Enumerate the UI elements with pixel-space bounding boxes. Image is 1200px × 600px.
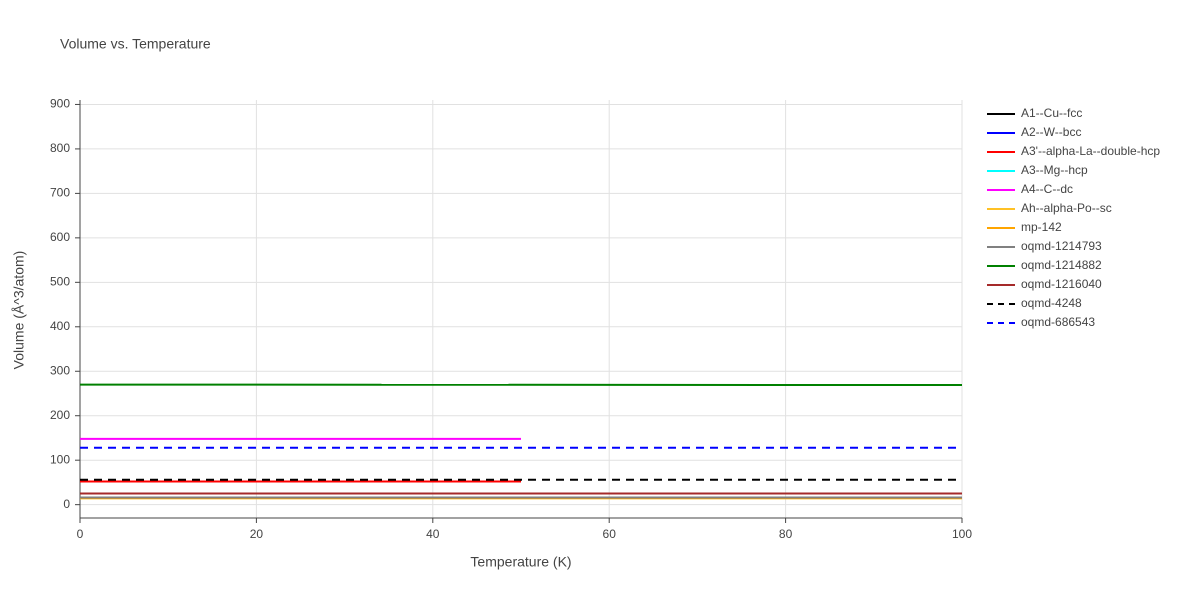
y-tick-label: 200 <box>50 408 70 422</box>
x-tick-label: 80 <box>779 527 793 541</box>
y-axis-title: Volume (Å^3/atom) <box>11 251 27 370</box>
y-tick-label: 300 <box>50 363 70 377</box>
x-axis-title: Temperature (K) <box>470 554 571 570</box>
legend-label: A3--Mg--hcp <box>1021 163 1088 177</box>
legend-label: oqmd-1214882 <box>1021 258 1102 272</box>
legend-label: A2--W--bcc <box>1021 125 1081 139</box>
y-tick-label: 700 <box>50 186 70 200</box>
legend-label: oqmd-686543 <box>1021 315 1095 329</box>
y-tick-label: 900 <box>50 97 70 111</box>
legend-label: A3'--alpha-La--double-hcp <box>1021 144 1160 158</box>
x-tick-label: 0 <box>77 527 84 541</box>
legend-label: A4--C--dc <box>1021 182 1073 196</box>
y-tick-label: 500 <box>50 274 70 288</box>
legend-label: mp-142 <box>1021 220 1062 234</box>
chart-title: Volume vs. Temperature <box>60 36 211 52</box>
x-tick-label: 60 <box>603 527 617 541</box>
y-tick-label: 800 <box>50 141 70 155</box>
x-tick-label: 100 <box>952 527 972 541</box>
legend-label: A1--Cu--fcc <box>1021 106 1082 120</box>
legend-label: oqmd-1214793 <box>1021 239 1102 253</box>
y-tick-label: 600 <box>50 230 70 244</box>
y-tick-label: 100 <box>50 452 70 466</box>
legend-label: oqmd-4248 <box>1021 296 1082 310</box>
y-tick-label: 400 <box>50 319 70 333</box>
y-tick-label: 0 <box>63 497 70 511</box>
x-tick-label: 20 <box>250 527 264 541</box>
legend-label: Ah--alpha-Po--sc <box>1021 201 1112 215</box>
legend-label: oqmd-1216040 <box>1021 277 1102 291</box>
x-tick-label: 40 <box>426 527 440 541</box>
